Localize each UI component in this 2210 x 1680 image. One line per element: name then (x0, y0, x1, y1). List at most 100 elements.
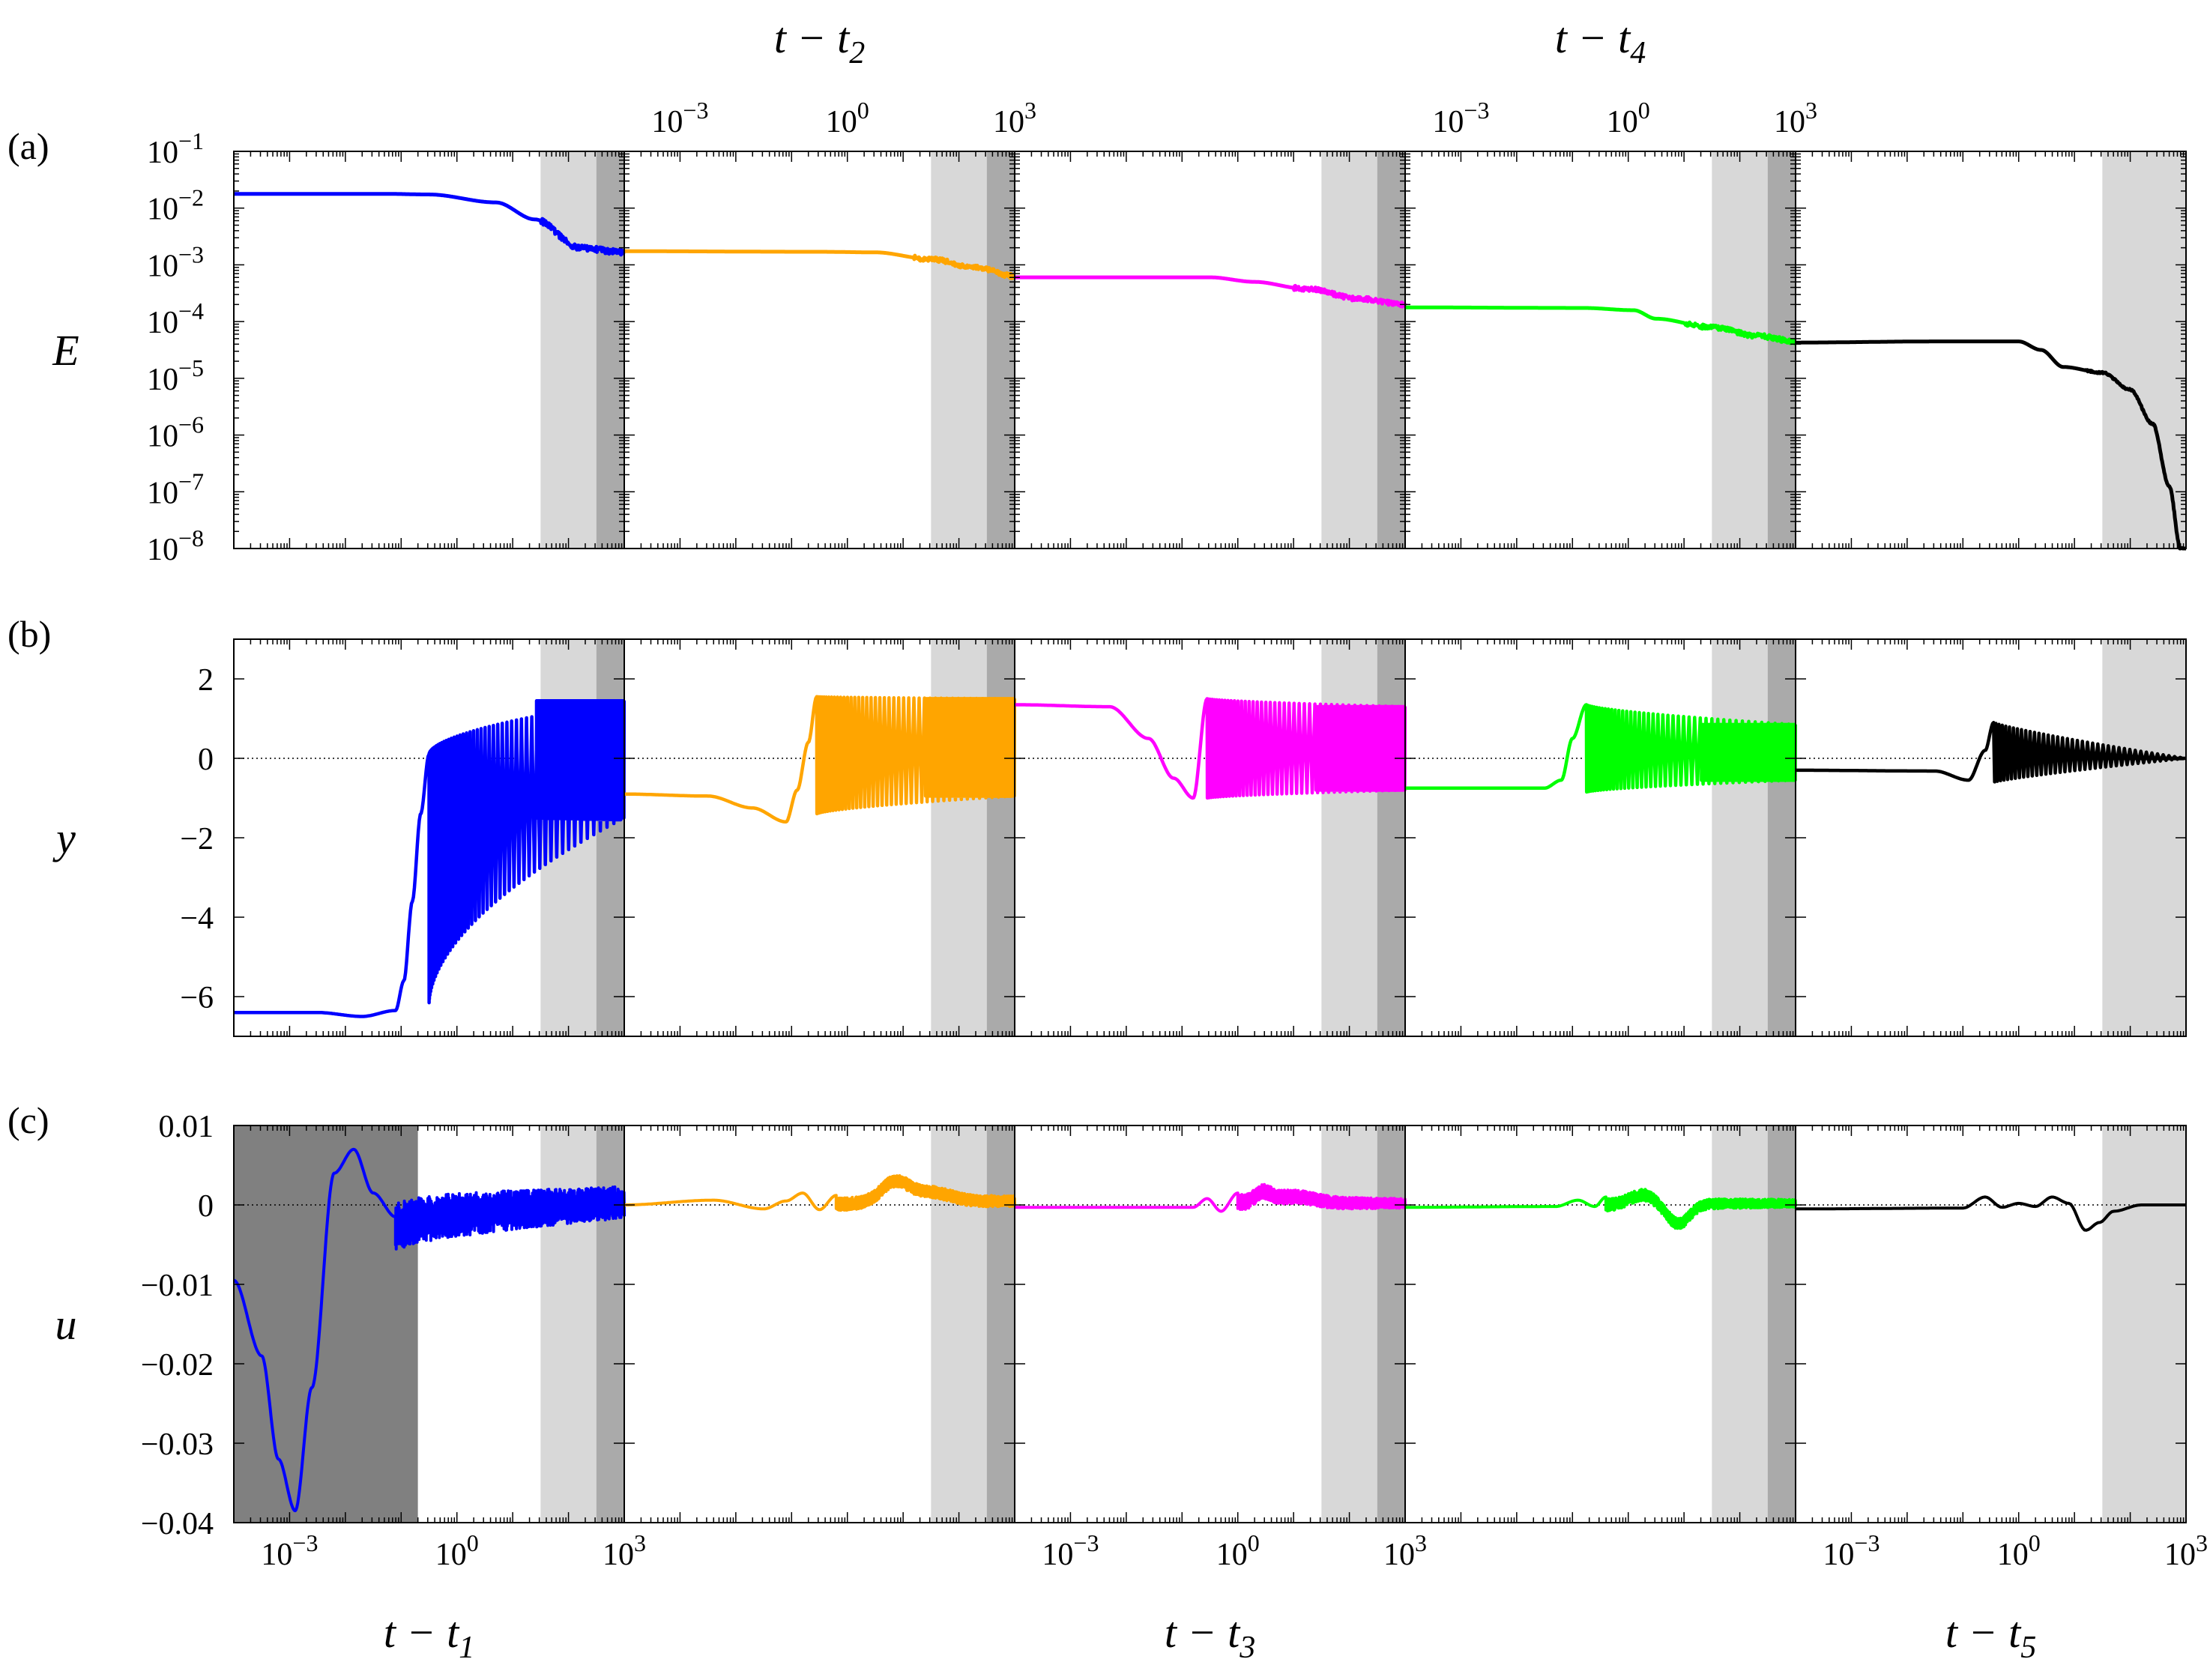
y-tick-label: −0.04 (141, 1507, 214, 1541)
shade-light (2102, 639, 2186, 1036)
panel-c-2 (624, 1125, 1016, 1523)
shade-light (1321, 151, 1377, 549)
shade-light (540, 151, 597, 549)
shade-dark (986, 151, 1015, 549)
shade-light (931, 151, 987, 549)
shade-dark (1767, 1125, 1796, 1523)
panel-c-3 (1014, 1125, 1407, 1523)
u-series-line (1014, 1182, 1407, 1213)
panel-a-4 (1404, 151, 1798, 549)
shade-light (1712, 1125, 1768, 1523)
y-series-line (233, 698, 627, 1018)
y-tick-label: 0.01 (159, 1110, 214, 1144)
panel-a-3 (1013, 151, 1407, 549)
x-axis-title: t − t1 (384, 1608, 474, 1665)
u-series-line (1404, 1188, 1797, 1230)
y-tick-label: 10−8 (147, 525, 204, 567)
panel-a-5 (1794, 151, 2188, 551)
energy-series-line (232, 192, 627, 257)
energy-series-line (623, 249, 1016, 280)
y-tick-label: −2 (180, 822, 214, 856)
panel-b-4 (1404, 638, 1797, 1037)
y-series-line (624, 695, 1017, 824)
y-series-line (1014, 697, 1407, 800)
x-tick-label: 103 (2164, 1529, 2208, 1572)
shade-light (1321, 639, 1377, 1036)
y-tick-label: 2 (198, 663, 214, 698)
y-tick-label: 10−5 (147, 354, 204, 397)
x-axis-title: t − t3 (1165, 1608, 1255, 1665)
panel-label: (a) (7, 125, 49, 167)
y-tick-label: −6 (180, 981, 214, 1015)
energy-series-line (1794, 339, 2188, 551)
panel-b-1 (233, 638, 627, 1037)
y-axis-title: y (52, 814, 76, 862)
y-tick-label: −0.02 (141, 1348, 214, 1383)
shade-dark (1767, 151, 1796, 549)
u-series-line (233, 1147, 626, 1513)
x-tick-label: 103 (1774, 97, 1817, 139)
y-series-line (1795, 721, 2188, 784)
panel-a-2 (623, 151, 1016, 549)
x-tick-label: 10−3 (1823, 1529, 1880, 1572)
shade-light (931, 1125, 987, 1523)
x-tick-label: 100 (1216, 1529, 1260, 1572)
panel-frame (1795, 1125, 2187, 1523)
shade-light (1712, 151, 1768, 549)
panel-a-1 (232, 151, 627, 549)
shade-light (1321, 1125, 1377, 1523)
x-tick-label: 100 (1607, 97, 1650, 139)
shade-light (540, 1125, 597, 1523)
x-tick-label: 100 (1997, 1529, 2041, 1572)
energy-series-line (1013, 275, 1407, 309)
shade-dark (596, 1125, 624, 1523)
x-tick-label: 100 (435, 1529, 479, 1572)
x-tick-label: 10−3 (1042, 1529, 1099, 1572)
y-tick-label: −4 (180, 901, 214, 936)
panel-b-5 (1795, 638, 2188, 1037)
panel-label: (b) (7, 613, 51, 655)
y-tick-label: −0.01 (141, 1269, 214, 1303)
shade-light (2102, 1125, 2186, 1523)
y-tick-label: 10−7 (147, 468, 204, 510)
y-axis-title: E (52, 326, 79, 375)
y-tick-label: −0.03 (141, 1427, 214, 1462)
u-series-line (624, 1174, 1016, 1212)
panel-label: (c) (7, 1099, 49, 1141)
y-axis-title: u (55, 1300, 77, 1349)
x-axis-title: t − t4 (1555, 13, 1646, 70)
y-tick-label: 10−6 (147, 411, 204, 454)
x-tick-label: 100 (826, 97, 869, 139)
x-tick-label: 103 (1383, 1529, 1427, 1572)
y-tick-label: 10−4 (147, 297, 204, 340)
x-tick-label: 10−3 (261, 1529, 318, 1572)
shade-dark (1377, 151, 1405, 549)
x-tick-label: 10−3 (651, 97, 708, 139)
shade-dark (986, 1125, 1015, 1523)
y-tick-label: 10−2 (147, 184, 204, 227)
y-tick-label: 10−3 (147, 241, 204, 283)
y-tick-label: 0 (198, 1189, 214, 1224)
panel-c-4 (1404, 1125, 1797, 1523)
energy-series-line (1404, 305, 1798, 345)
shade-light (2102, 151, 2186, 549)
panel-c-5 (1795, 1125, 2187, 1523)
panel-frame (1795, 151, 2187, 549)
x-tick-label: 10−3 (1432, 97, 1489, 139)
panel-b-3 (1014, 638, 1407, 1037)
y-tick-label: 10−1 (147, 127, 204, 170)
x-tick-label: 103 (603, 1529, 646, 1572)
shade-early (234, 1125, 418, 1523)
y-series-line (1404, 703, 1797, 794)
x-axis-title: t − t2 (774, 13, 865, 70)
shade-light (1712, 639, 1768, 1036)
panel-c-1 (233, 1125, 626, 1523)
shade-dark (1377, 1125, 1405, 1523)
shade-dark (596, 151, 624, 549)
y-tick-label: 0 (198, 743, 214, 777)
x-axis-title: t − t5 (1945, 1608, 2036, 1665)
panel-b-2 (624, 638, 1017, 1037)
u-series-line (1796, 1195, 2186, 1232)
x-tick-label: 103 (993, 97, 1036, 139)
